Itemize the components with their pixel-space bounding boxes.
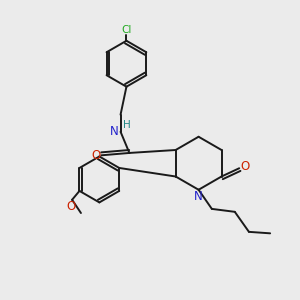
Text: N: N xyxy=(110,125,118,138)
Text: O: O xyxy=(241,160,250,173)
Text: H: H xyxy=(123,120,131,130)
Text: O: O xyxy=(66,200,75,213)
Text: Cl: Cl xyxy=(121,26,132,35)
Text: O: O xyxy=(91,149,100,162)
Text: N: N xyxy=(194,190,203,203)
